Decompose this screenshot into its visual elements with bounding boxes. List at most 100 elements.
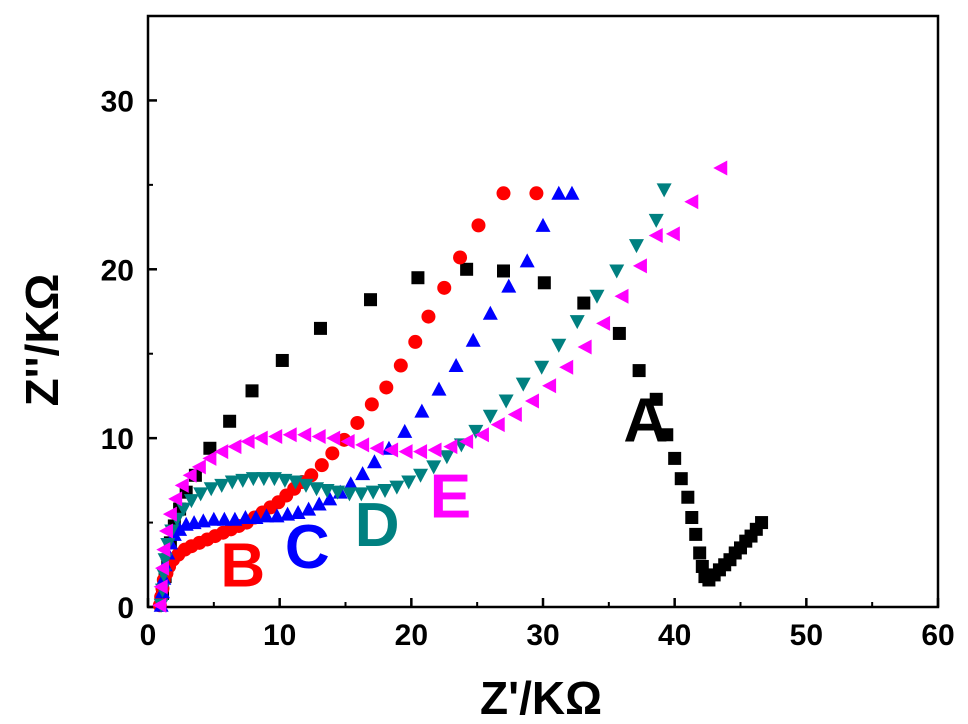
data-point-a [411,271,424,284]
data-point-e [508,407,522,422]
series-label-e: E [430,463,471,532]
data-point-d [570,315,585,329]
data-point-d [534,361,549,375]
data-point-b [350,416,364,430]
data-point-a [538,276,551,289]
data-point-e [542,378,556,393]
data-point-a [246,384,259,397]
x-tick-label: 10 [263,619,296,652]
series-b [153,186,544,612]
data-point-d [649,214,664,228]
data-point-d [629,239,644,253]
data-point-e [684,194,698,209]
data-point-e [370,441,384,456]
data-point-d [483,410,498,424]
data-point-c [466,333,481,347]
data-point-b [394,359,408,373]
data-point-e [326,431,340,446]
data-point-a [689,528,702,541]
data-point-a [613,327,626,340]
data-point-e [578,339,592,354]
x-axis-title: Z'/KΩ [480,672,602,724]
data-point-d [551,339,566,353]
data-point-d [401,476,416,490]
x-tick-label: 30 [526,619,559,652]
data-point-a [223,415,236,428]
x-tick-label: 20 [395,619,428,652]
data-point-c [520,253,535,267]
y-tick-label: 20 [101,254,134,287]
series-label-b: B [220,532,265,601]
data-point-b [365,397,379,411]
data-point-b [325,446,339,460]
data-point-a [633,364,646,377]
data-point-c [397,424,412,438]
data-point-e [666,226,680,241]
data-point-a [675,472,688,485]
data-point-e [428,442,442,457]
data-point-e [615,289,629,304]
data-point-d [657,183,672,197]
series-label-a: A [623,387,668,456]
data-point-c [501,279,516,293]
series-label-c: C [285,513,330,582]
data-point-a [685,511,698,524]
data-point-e [413,444,427,459]
y-tick-label: 30 [101,85,134,118]
data-point-b [471,218,485,232]
x-tick-label: 40 [658,619,691,652]
data-point-c [431,382,446,396]
data-point-b [437,281,451,295]
data-point-e [399,444,413,459]
data-point-c [414,404,429,418]
data-point-a [577,297,590,310]
data-point-a [364,293,377,306]
data-point-a [276,354,289,367]
data-point-e [649,228,663,243]
data-point-e [384,442,398,457]
data-point-e [559,360,573,375]
data-point-e [525,393,539,408]
x-tick-label: 50 [790,619,823,652]
data-point-c [551,186,566,200]
data-point-b [497,186,511,200]
data-point-e [241,434,255,449]
data-point-b [421,310,435,324]
data-point-b [453,250,467,264]
data-point-a [693,546,706,559]
data-point-b [408,335,422,349]
y-tick-label: 0 [117,592,134,625]
data-point-d [589,290,604,304]
data-point-d [609,264,624,278]
data-point-e [596,316,610,331]
data-point-a [668,452,681,465]
data-point-b [315,458,329,472]
data-point-e [355,437,369,452]
data-point-a [497,264,510,277]
data-point-e [268,429,282,444]
data-point-e [297,427,311,442]
data-point-a [314,322,327,335]
data-point-d [516,378,531,392]
data-point-e [227,439,241,454]
data-point-e [633,258,647,273]
data-point-a [460,263,473,276]
data-point-c [536,218,551,232]
data-point-e [713,160,727,175]
data-point-e [491,417,505,432]
data-point-e [254,431,268,446]
data-point-e [283,427,297,442]
data-point-c [564,186,579,200]
data-point-b [529,186,543,200]
data-point-c [367,454,382,468]
y-tick-label: 10 [101,423,134,456]
data-point-e [163,507,177,522]
data-point-c [449,358,464,372]
x-tick-label: 0 [140,619,157,652]
data-point-d [499,394,514,408]
data-point-a [755,516,768,529]
y-axis-title: Z''/KΩ [16,274,68,407]
data-point-a [681,491,694,504]
data-point-b [379,380,393,394]
